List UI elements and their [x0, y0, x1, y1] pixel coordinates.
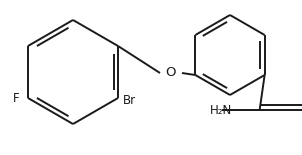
Text: Br: Br: [123, 93, 136, 106]
Text: H₂N: H₂N: [210, 104, 232, 117]
Text: O: O: [166, 66, 176, 80]
Text: F: F: [13, 91, 20, 104]
